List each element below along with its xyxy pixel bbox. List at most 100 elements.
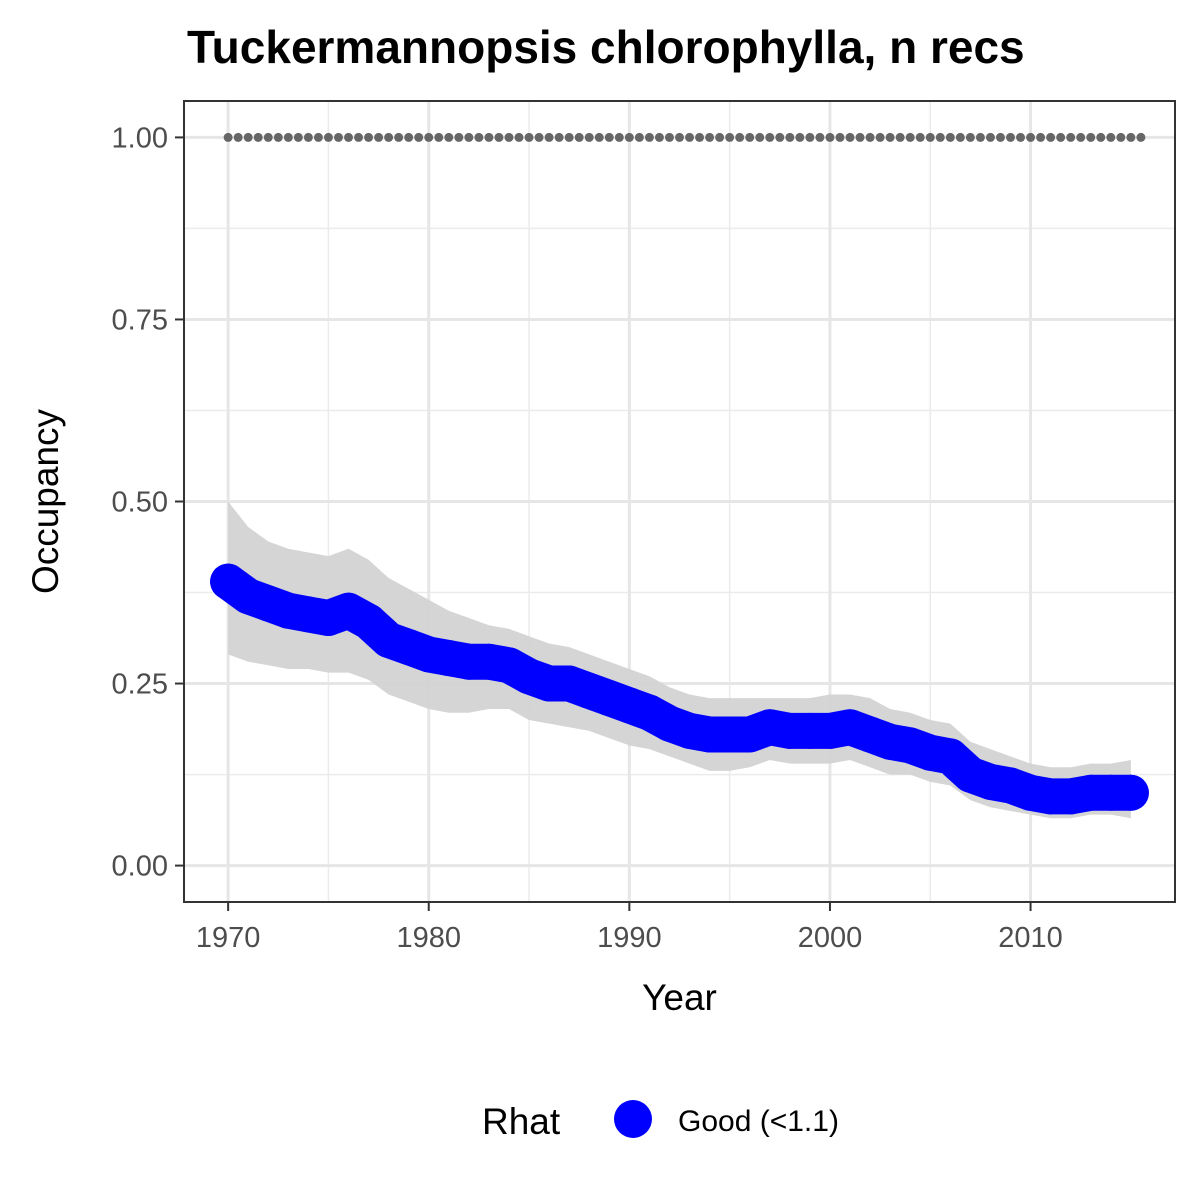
reference-dot — [1126, 132, 1136, 142]
reference-dot — [685, 132, 695, 142]
reference-dot — [815, 132, 825, 142]
reference-dot — [885, 132, 895, 142]
reference-dot — [664, 132, 674, 142]
reference-dot — [464, 132, 474, 142]
occupancy-point — [1112, 774, 1149, 811]
reference-dot — [955, 132, 965, 142]
reference-dot — [484, 132, 494, 142]
x-tick-label: 2000 — [798, 922, 863, 954]
reference-dot — [564, 132, 574, 142]
reference-dot — [675, 132, 684, 142]
reference-dot — [765, 132, 775, 142]
reference-dot — [494, 132, 504, 142]
reference-dot — [554, 132, 564, 142]
reference-dot — [654, 132, 664, 142]
reference-dot — [745, 132, 755, 142]
reference-dot — [925, 132, 935, 142]
reference-line-dots — [223, 132, 1146, 142]
reference-dot — [1136, 132, 1146, 142]
legend-label-good: Good (<1.1) — [678, 1105, 839, 1138]
reference-dot — [795, 132, 805, 142]
reference-dot — [975, 132, 985, 142]
reference-dot — [835, 132, 845, 142]
reference-dot — [273, 132, 283, 142]
reference-dot — [1046, 132, 1056, 142]
reference-dot — [725, 132, 735, 142]
y-tick-label: 0.25 — [112, 669, 168, 701]
reference-dot — [695, 132, 705, 142]
reference-dot — [333, 132, 343, 142]
reference-dot — [825, 132, 835, 142]
reference-dot — [343, 132, 353, 142]
x-tick-label: 1980 — [396, 922, 461, 954]
y-tick-label: 0.75 — [112, 304, 168, 336]
reference-dot — [504, 132, 514, 142]
reference-dot — [1076, 132, 1086, 142]
reference-dot — [1056, 132, 1066, 142]
reference-dot — [243, 132, 253, 142]
reference-dot — [895, 132, 905, 142]
reference-dot — [1036, 132, 1046, 142]
occupancy-points — [210, 563, 1149, 815]
reference-dot — [374, 132, 384, 142]
reference-dot — [313, 132, 323, 142]
reference-dot — [735, 132, 745, 142]
reference-dot — [293, 132, 303, 142]
x-axis-title: Year — [642, 977, 717, 1018]
reference-dot — [474, 132, 484, 142]
reference-dot — [454, 132, 464, 142]
reference-dot — [785, 132, 795, 142]
y-tick-label: 1.00 — [112, 122, 168, 154]
reference-dot — [434, 132, 444, 142]
reference-dot — [534, 132, 544, 142]
x-tick-label: 2010 — [998, 922, 1063, 954]
y-tick-label: 0.50 — [112, 487, 168, 519]
reference-dot — [1026, 132, 1036, 142]
reference-dot — [1016, 132, 1026, 142]
reference-dot — [584, 132, 594, 142]
reference-dot — [574, 132, 584, 142]
reference-dot — [414, 132, 424, 142]
reference-dot — [1096, 132, 1106, 142]
reference-dot — [384, 132, 394, 142]
x-tick-label: 1990 — [597, 922, 662, 954]
reference-dot — [424, 132, 434, 142]
reference-dot — [644, 132, 654, 142]
legend-key-good — [614, 1100, 652, 1138]
reference-dot — [945, 132, 955, 142]
reference-dot — [253, 132, 263, 142]
reference-dot — [524, 132, 534, 142]
reference-dot — [965, 132, 975, 142]
reference-dot — [233, 132, 243, 142]
reference-dot — [855, 132, 865, 142]
reference-dot — [1106, 132, 1116, 142]
chart-title: Tuckermannopsis chlorophylla, n recs — [187, 21, 1025, 73]
reference-dot — [915, 132, 925, 142]
reference-dot — [805, 132, 815, 142]
reference-dot — [283, 132, 293, 142]
reference-dot — [935, 132, 945, 142]
reference-dot — [444, 132, 454, 142]
reference-dot — [1086, 132, 1096, 142]
reference-dot — [1066, 132, 1076, 142]
reference-dot — [544, 132, 554, 142]
x-axis: 1970 1980 1990 2000 2010 — [196, 902, 1063, 954]
y-tick-label: 0.00 — [112, 851, 168, 883]
reference-dot — [354, 132, 364, 142]
reference-dot — [985, 132, 995, 142]
legend-title: Rhat — [482, 1101, 561, 1142]
reference-dot — [1116, 132, 1126, 142]
y-axis-title: Occupancy — [25, 408, 66, 594]
reference-dot — [323, 132, 333, 142]
reference-dot — [624, 132, 634, 142]
reference-dot — [905, 132, 915, 142]
reference-dot — [394, 132, 404, 142]
reference-dot — [1006, 132, 1016, 142]
x-tick-label: 1970 — [196, 922, 261, 954]
y-axis: 0.00 0.25 0.50 0.75 1.00 — [112, 122, 184, 883]
reference-dot — [614, 132, 624, 142]
reference-dot — [755, 132, 765, 142]
reference-dot — [604, 132, 614, 142]
reference-dot — [634, 132, 644, 142]
